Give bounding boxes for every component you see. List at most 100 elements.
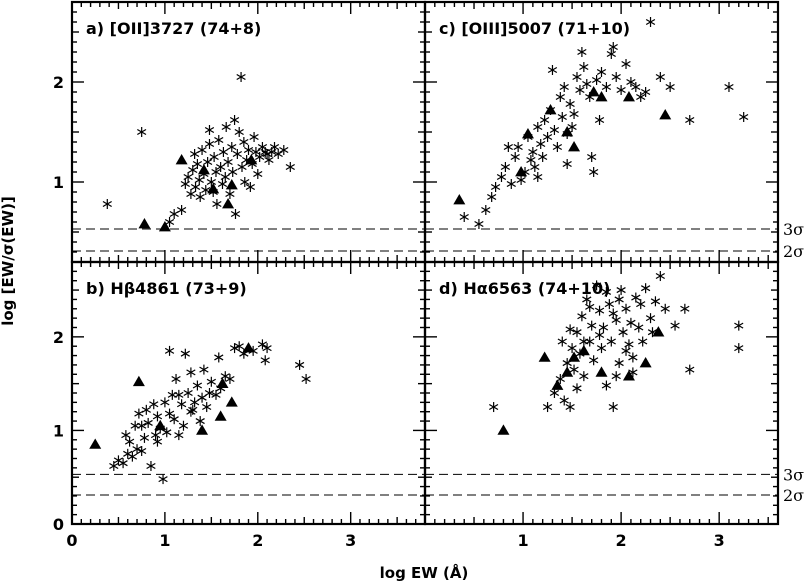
data-point-asterisk [239,137,249,147]
data-point-asterisk [596,67,607,77]
data-point-asterisk [202,402,212,413]
y-tick-label: 2 [53,328,64,347]
data-point-asterisk [734,320,744,331]
series-asterisk-c [459,17,749,229]
data-point-asterisk [249,132,259,142]
data-point-triangle [89,438,102,449]
y-tick-label: 1 [53,421,64,440]
data-point-asterisk [567,122,577,132]
y-axis-label: log [EW/σ(EW)] [0,196,17,326]
data-point-asterisk [549,125,560,135]
data-point-asterisk [234,127,244,137]
data-point-triangle [538,351,551,362]
data-point-asterisk [655,72,665,82]
data-point-triangle [207,183,220,194]
data-point-asterisk [636,92,646,102]
data-point-asterisk [264,155,274,165]
data-point-asterisk [614,294,624,305]
data-point-asterisk [186,367,196,378]
data-point-triangle [225,179,238,190]
data-point-asterisk [579,62,589,72]
data-point-asterisk [621,345,631,356]
panel-frame-b [70,260,427,526]
data-point-asterisk [209,152,219,162]
data-point-asterisk [152,436,163,447]
data-point-triangle [196,424,209,435]
data-point-asterisk [591,280,602,291]
data-point-asterisk [143,417,153,428]
data-point-asterisk [225,189,235,199]
panel-d: d) Hα6563 (74+10) [423,260,780,526]
y-tick-label: 0 [53,515,64,534]
data-point-asterisk [102,199,112,209]
data-point-asterisk [186,189,196,199]
data-point-asterisk [569,364,579,375]
data-point-asterisk [171,373,181,384]
data-point-asterisk [579,336,589,347]
data-point-triangle [216,377,229,388]
data-point-asterisk [533,172,543,182]
data-point-asterisk [634,322,644,333]
data-point-asterisk [218,147,229,157]
data-point-asterisk [301,373,311,384]
data-point-asterisk [124,436,135,447]
data-point-triangle [158,221,171,232]
data-point-asterisk [234,341,244,352]
x-tick-label: 1 [159,531,170,550]
data-point-asterisk [221,122,231,132]
data-point-asterisk [626,317,636,328]
data-point-asterisk [606,49,616,59]
panel-a: a) [OII]3727 (74+8) [70,0,427,264]
data-point-asterisk [488,402,499,413]
data-point-asterisk [513,142,523,152]
data-point-asterisk [601,380,612,391]
data-point-asterisk [552,142,563,152]
data-point-triangle [497,424,510,435]
data-point-asterisk [206,376,216,387]
data-point-asterisk [243,145,254,155]
data-point-asterisk [169,414,179,425]
data-point-asterisk [640,283,651,294]
data-point-asterisk [526,155,536,165]
data-point-asterisk [572,383,582,394]
data-point-asterisk [227,142,237,152]
data-point-asterisk [631,292,641,303]
data-point-asterisk [211,389,221,400]
data-point-asterisk [594,305,605,316]
data-point-asterisk [557,112,567,122]
data-point-asterisk [530,162,540,172]
x-tick-label: 3 [345,531,356,550]
data-point-asterisk [665,82,675,92]
data-point-asterisk [225,373,235,384]
data-point-asterisk [555,92,565,102]
data-point-asterisk [631,82,641,92]
data-point-asterisk [650,296,661,307]
data-point-asterisk [640,87,651,97]
data-point-asterisk [202,157,213,167]
data-point-triangle [659,109,672,120]
sigma-label-2sigma: 2σ [783,486,804,505]
data-point-asterisk [481,205,491,215]
data-point-asterisk [616,285,626,296]
data-point-asterisk [189,397,200,408]
data-point-asterisk [169,209,179,219]
series-asterisk-b [109,339,311,485]
x-tick-label: 3 [714,531,725,550]
data-point-asterisk [269,142,280,152]
data-point-asterisk [528,147,538,157]
data-point-asterisk [565,324,575,335]
axes-layer: 1 2 3σ 2σ 0 1 2 0 1 2 3 1 2 3 3σ 2σ [53,73,804,550]
data-point-asterisk [503,142,513,152]
data-point-asterisk [660,303,670,314]
data-point-asterisk [611,72,621,82]
data-point-triangle [138,218,151,229]
data-point-asterisk [585,336,595,347]
data-point-asterisk [490,182,501,192]
data-point-triangle [622,370,635,381]
data-point-triangle [544,104,557,115]
series-triangle-d [497,326,665,435]
data-point-asterisk [587,152,597,162]
data-point-asterisk [130,420,140,431]
data-point-triangle [521,128,534,139]
